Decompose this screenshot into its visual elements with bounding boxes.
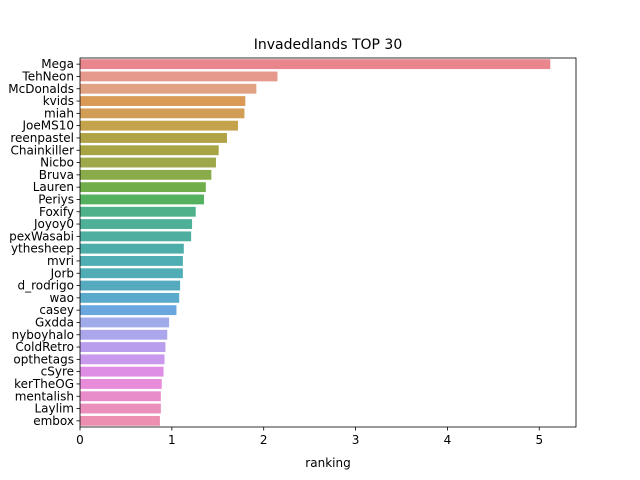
y-tick-label: Chainkiller	[10, 143, 74, 157]
bar-casey	[80, 305, 177, 316]
bar-nyboyhalo	[80, 329, 168, 340]
x-tick-label: 2	[260, 433, 268, 447]
bar-TehNeon	[80, 71, 278, 82]
y-tick-label: d_rodrigo	[18, 279, 74, 293]
bar-Laylim	[80, 403, 161, 414]
y-tick-label: opthetags	[13, 352, 74, 366]
y-tick-label: TehNeon	[21, 69, 74, 83]
bar-pexWasabi	[80, 231, 192, 242]
bar-opthetags	[80, 354, 165, 365]
y-tick-label: ythesheep	[11, 242, 74, 256]
y-tick-label: ColdRetro	[15, 340, 74, 354]
y-tick-label: mvri	[47, 254, 74, 268]
y-tick-label: Jorb	[50, 266, 74, 280]
bar-miah	[80, 108, 245, 119]
chart-title: Invadedlands TOP 30	[254, 37, 403, 53]
y-tick-label: McDonalds	[8, 82, 74, 96]
bar-Jorb	[80, 268, 183, 279]
y-tick-label: nyboyhalo	[12, 328, 74, 342]
y-tick-label: Joyoy0	[33, 217, 74, 231]
x-tick-label: 0	[76, 433, 84, 447]
bar-cSyre	[80, 366, 164, 377]
bar-reenpastel	[80, 133, 227, 143]
bar-Gxdda	[80, 317, 170, 328]
bar-ColdRetro	[80, 342, 166, 352]
y-tick-label: mentalish	[15, 389, 74, 403]
bar-Nicbo	[80, 157, 216, 168]
y-tick-label: casey	[39, 303, 74, 317]
y-tick-label: Mega	[41, 57, 74, 71]
x-axis-label: ranking	[305, 456, 350, 470]
y-tick-label: Laylim	[35, 402, 75, 416]
x-tick-label: 1	[168, 433, 176, 447]
x-axis-ticks: 0 1 2 3 4 5	[76, 427, 543, 447]
bar-McDonalds	[80, 83, 257, 94]
bar-mvri	[80, 256, 183, 266]
bar-Joyoy0	[80, 219, 193, 229]
bar-mentalish	[80, 391, 161, 402]
y-tick-label: Gxdda	[35, 315, 74, 329]
bar-ythesheep	[80, 243, 184, 254]
y-tick-label: Foxify	[39, 205, 74, 219]
y-tick-label: kerTheOG	[14, 377, 74, 391]
x-tick-label: 5	[535, 433, 543, 447]
bar-d_rodrigo	[80, 280, 181, 291]
bar-Foxify	[80, 206, 196, 217]
bar-Bruva	[80, 169, 212, 180]
bar-wao	[80, 292, 180, 303]
y-tick-label: kvids	[43, 94, 74, 108]
y-tick-label: wao	[49, 291, 74, 305]
y-tick-label: pexWasabi	[9, 229, 74, 243]
y-tick-label: reenpastel	[10, 131, 74, 145]
plot-frame	[79, 57, 577, 428]
y-tick-label: Nicbo	[40, 156, 74, 170]
bar-kerTheOG	[80, 379, 162, 389]
y-tick-label: Periys	[38, 192, 74, 206]
x-tick-label: 4	[444, 433, 452, 447]
y-tick-label: miah	[44, 106, 74, 120]
y-tick-label: Lauren	[33, 180, 74, 194]
y-tick-label: JoeMS10	[21, 119, 74, 133]
bar-embox	[80, 415, 160, 426]
bar-JoeMS10	[80, 120, 238, 131]
x-tick-label: 3	[352, 433, 360, 447]
bar-Chainkiller	[80, 145, 219, 156]
bar-Lauren	[80, 182, 206, 193]
y-tick-label: Bruva	[39, 168, 74, 182]
bars-group	[80, 59, 551, 426]
bar-kvids	[80, 96, 246, 106]
bar-Mega	[80, 59, 551, 70]
y-axis-ticks: MegaTehNeonMcDonaldskvidsmiahJoeMS10reen…	[8, 57, 80, 428]
y-tick-label: cSyre	[41, 365, 74, 379]
y-tick-label: embox	[33, 414, 74, 428]
bar-Periys	[80, 194, 204, 205]
